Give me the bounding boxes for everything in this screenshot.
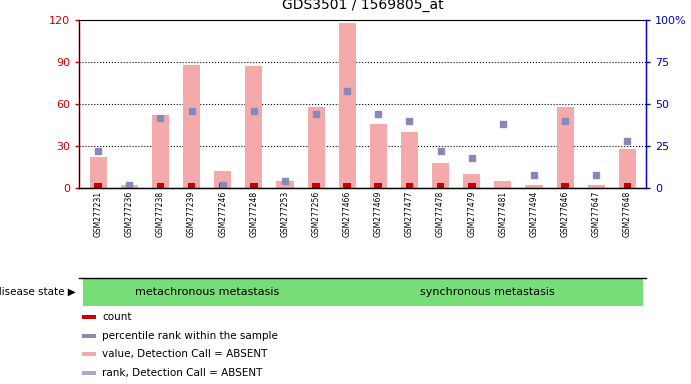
Bar	[121, 185, 138, 188]
Text: disease state ▶: disease state ▶	[0, 287, 76, 297]
Text: GSM277231: GSM277231	[94, 191, 103, 237]
Bar	[307, 107, 325, 188]
Text: rank, Detection Call = ABSENT: rank, Detection Call = ABSENT	[102, 368, 263, 378]
Text: GSM277494: GSM277494	[529, 191, 538, 237]
Text: GSM277238: GSM277238	[156, 191, 165, 237]
Bar	[214, 171, 231, 188]
Text: GSM277253: GSM277253	[281, 191, 290, 237]
Text: GSM277648: GSM277648	[623, 191, 632, 237]
Bar	[463, 174, 480, 188]
Text: GSM277647: GSM277647	[591, 191, 600, 237]
Bar	[332, 278, 643, 306]
Bar	[152, 115, 169, 188]
Bar	[339, 23, 356, 188]
Bar	[94, 182, 102, 188]
Bar	[188, 182, 196, 188]
Text: GDS3501 / 1569805_at: GDS3501 / 1569805_at	[282, 0, 444, 13]
Text: value, Detection Call = ABSENT: value, Detection Call = ABSENT	[102, 349, 267, 359]
Text: GSM277246: GSM277246	[218, 191, 227, 237]
Bar	[370, 124, 387, 188]
Bar	[375, 182, 382, 188]
Text: GSM277479: GSM277479	[467, 191, 476, 237]
Bar	[82, 315, 97, 319]
Text: metachronous metastasis: metachronous metastasis	[135, 287, 279, 297]
Text: GSM277239: GSM277239	[187, 191, 196, 237]
Bar	[437, 182, 444, 188]
Bar	[588, 185, 605, 188]
Bar	[468, 182, 475, 188]
Bar	[250, 182, 258, 188]
Bar	[343, 182, 351, 188]
Bar	[432, 163, 449, 188]
Text: GSM277466: GSM277466	[343, 191, 352, 237]
Bar	[406, 182, 413, 188]
Bar	[83, 278, 332, 306]
Bar	[561, 182, 569, 188]
Bar	[623, 182, 632, 188]
Bar	[90, 157, 106, 188]
Bar	[494, 181, 511, 188]
Bar	[82, 352, 97, 356]
Text: GSM277481: GSM277481	[498, 191, 507, 237]
Text: count: count	[102, 312, 131, 322]
Text: GSM277477: GSM277477	[405, 191, 414, 237]
Bar	[219, 182, 227, 188]
Bar	[401, 132, 418, 188]
Bar	[619, 149, 636, 188]
Bar	[82, 371, 97, 375]
Text: GSM277256: GSM277256	[312, 191, 321, 237]
Text: GSM277469: GSM277469	[374, 191, 383, 237]
Bar	[82, 334, 97, 338]
Bar	[556, 107, 574, 188]
Text: GSM277236: GSM277236	[125, 191, 134, 237]
Bar	[245, 66, 263, 188]
Text: GSM277248: GSM277248	[249, 191, 258, 237]
Text: percentile rank within the sample: percentile rank within the sample	[102, 331, 278, 341]
Bar	[183, 65, 200, 188]
Text: GSM277646: GSM277646	[560, 191, 569, 237]
Bar	[312, 182, 320, 188]
Text: synchronous metastasis: synchronous metastasis	[420, 287, 555, 297]
Text: GSM277478: GSM277478	[436, 191, 445, 237]
Bar	[157, 182, 164, 188]
Bar	[525, 185, 542, 188]
Bar	[276, 181, 294, 188]
